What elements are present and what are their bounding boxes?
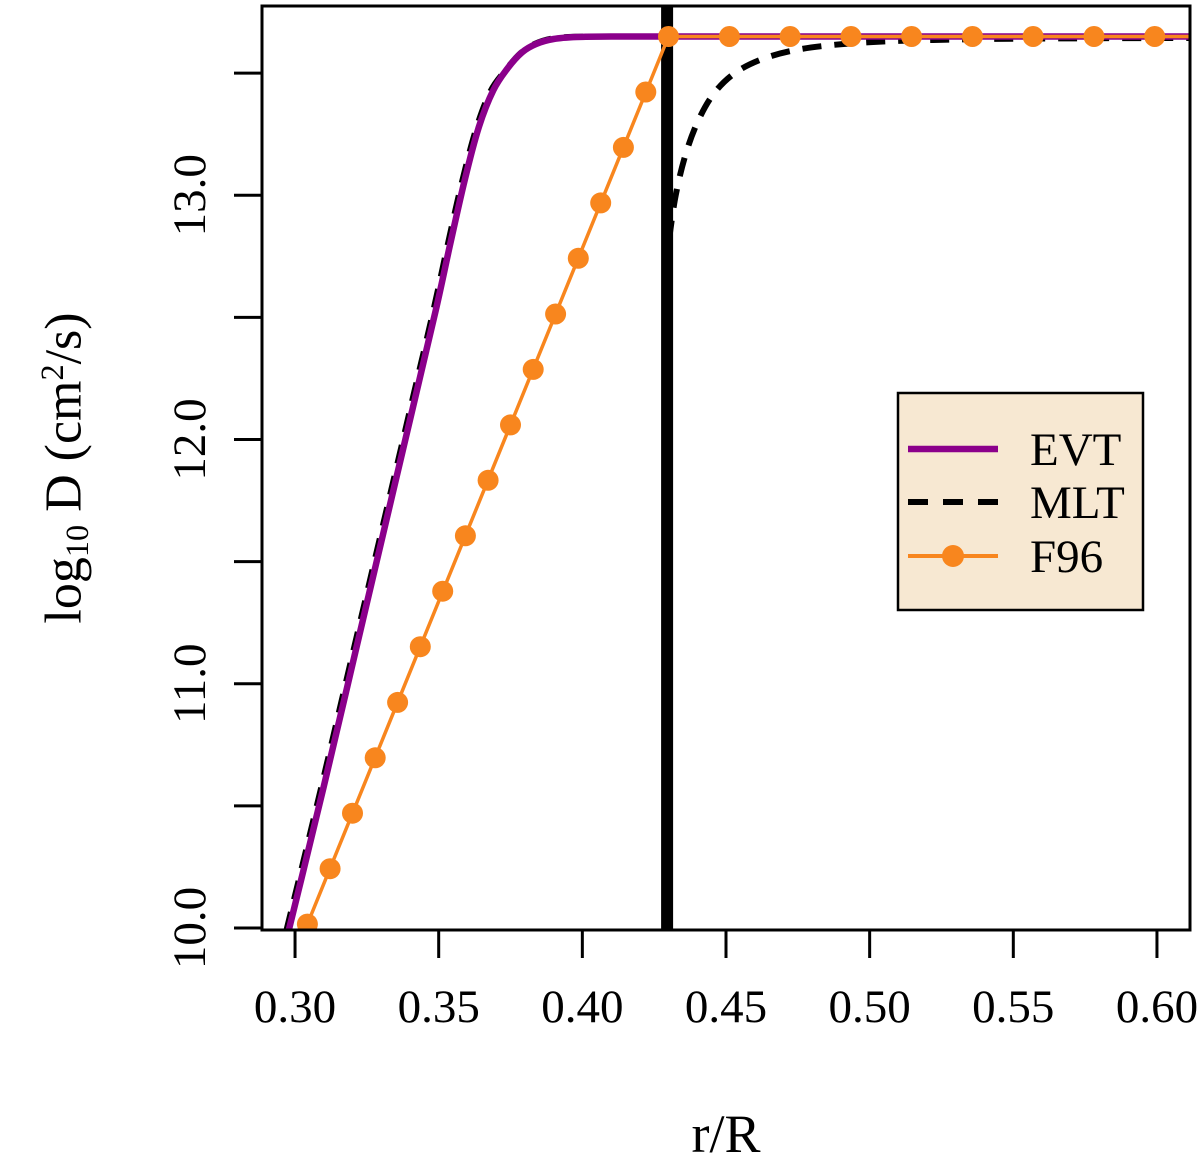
y-tick-label: 12.0: [164, 398, 216, 480]
x-tick-label: 0.35: [398, 981, 480, 1033]
f96-marker: [658, 26, 679, 47]
legend-label-f96: F96: [1030, 531, 1103, 583]
f96-marker: [409, 636, 431, 658]
legend-f96-marker-icon: [942, 545, 964, 567]
legend-label-evt: EVT: [1030, 424, 1121, 476]
f96-marker: [387, 691, 409, 713]
f96-marker: [779, 26, 801, 47]
f96-marker: [901, 26, 923, 47]
f96-marker: [1144, 26, 1166, 47]
y-tick-label: 13.0: [164, 154, 216, 236]
legend-label-mlt: MLT: [1030, 477, 1125, 529]
legend: EVT MLT F96: [896, 391, 1145, 612]
f96-marker: [545, 303, 567, 325]
f96-marker: [840, 26, 862, 47]
x-tick-label: 0.45: [685, 981, 767, 1033]
f96-marker: [962, 26, 983, 47]
y-axis-title: log10 D (cm2/s): [17, 118, 95, 818]
x-tick-label: 0.60: [1116, 981, 1198, 1033]
plot-border: [260, 4, 1192, 932]
f96-marker: [342, 802, 363, 824]
y-tick-label: 10.0: [164, 887, 216, 969]
f96-marker: [567, 247, 589, 269]
x-tick-label: 0.50: [829, 981, 911, 1033]
mlt-curve-left: [283, 33, 668, 930]
y-axis-title-sup: 2: [34, 364, 70, 381]
f96-marker: [718, 26, 740, 47]
x-tick-label: 0.55: [972, 981, 1054, 1033]
f96-marker: [522, 358, 544, 380]
y-axis-title-mid: D (cm: [35, 380, 93, 525]
f96-marker: [1022, 26, 1044, 47]
f96-marker: [319, 858, 341, 880]
f96-marker: [590, 192, 612, 214]
y-axis-title-pre: log: [35, 557, 93, 624]
f96-marker: [296, 913, 318, 930]
x-tick-label: 0.40: [541, 981, 623, 1033]
f96-marker: [364, 747, 386, 769]
y-axis-title-sub: 10: [58, 524, 95, 558]
mlt-curve-right: [666, 35, 1190, 240]
f96-marker: [635, 81, 657, 103]
y-tick-label: 11.0: [164, 644, 216, 725]
f96-marker: [454, 525, 476, 547]
f96-marker: [432, 580, 454, 602]
plot-area: [283, 6, 1190, 930]
x-axis-title: r/R: [691, 1104, 760, 1162]
f96-marker: [612, 136, 634, 158]
f96-marker: [1083, 26, 1105, 47]
axes: 0.30 0.35 0.40 0.45 0.50 0.55 0.60 10.0 11.0 12.0…: [164, 71, 1198, 1033]
legend-box: [896, 391, 1145, 612]
f96-marker: [477, 469, 499, 491]
f96-marker: [500, 414, 521, 436]
y-axis-title-post: /s): [35, 312, 93, 365]
x-tick-label: 0.30: [254, 981, 336, 1033]
